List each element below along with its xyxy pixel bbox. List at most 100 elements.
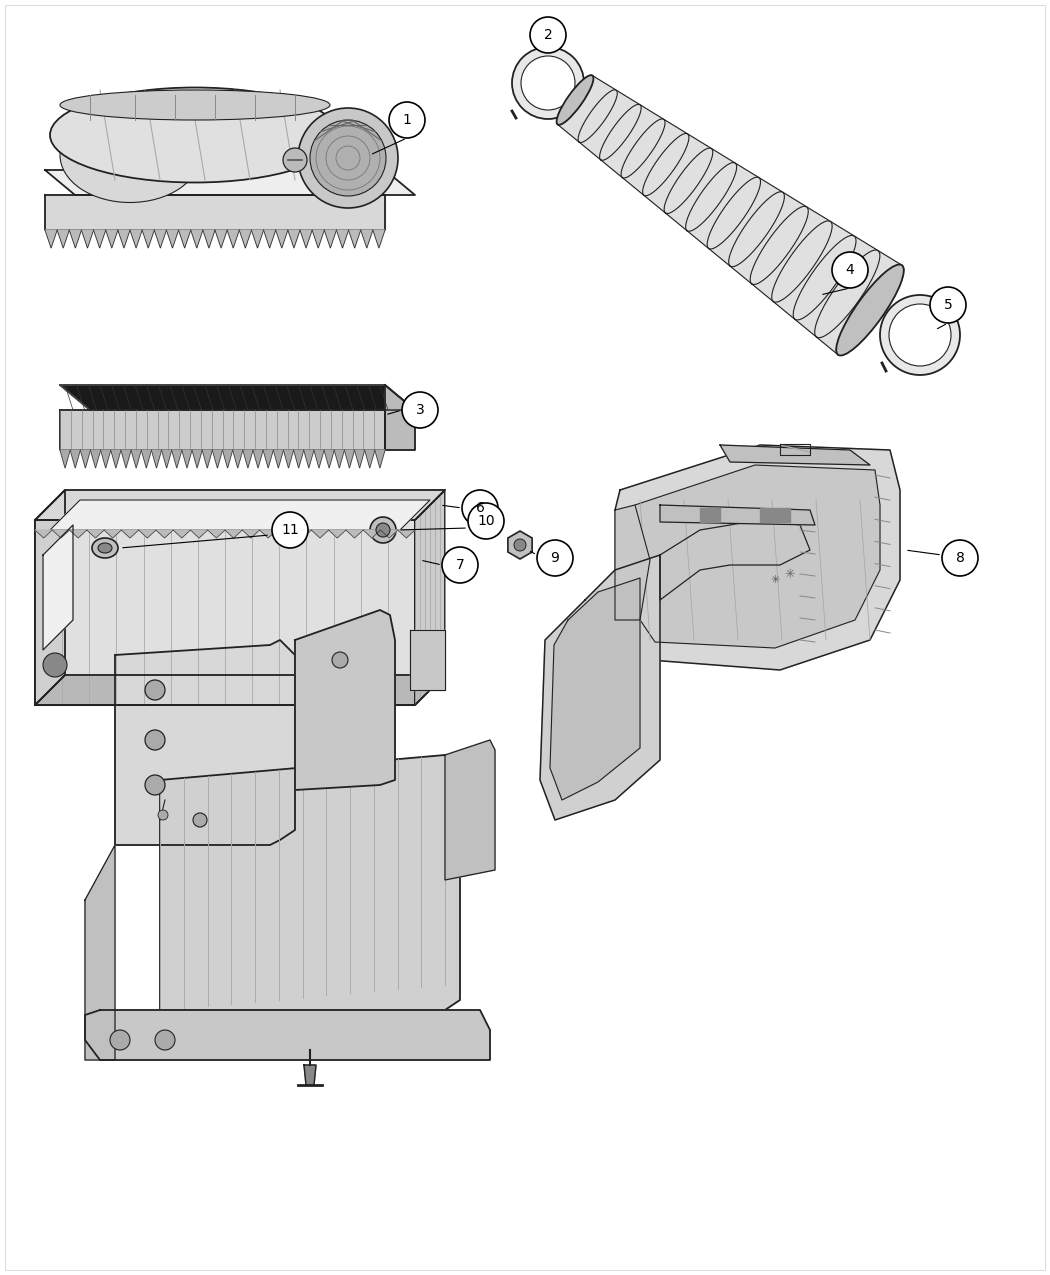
Polygon shape: [43, 525, 74, 650]
Polygon shape: [780, 445, 810, 453]
Polygon shape: [227, 230, 239, 249]
Polygon shape: [60, 450, 70, 468]
Circle shape: [537, 541, 573, 576]
Polygon shape: [203, 230, 215, 249]
Polygon shape: [90, 450, 101, 468]
Polygon shape: [264, 450, 273, 468]
Polygon shape: [324, 450, 334, 468]
Polygon shape: [284, 450, 294, 468]
Text: 11: 11: [281, 523, 299, 537]
Polygon shape: [35, 530, 52, 538]
Circle shape: [193, 813, 207, 827]
Polygon shape: [155, 530, 173, 538]
Polygon shape: [295, 609, 395, 790]
Polygon shape: [118, 230, 130, 249]
Polygon shape: [540, 555, 660, 820]
Polygon shape: [276, 230, 288, 249]
Polygon shape: [35, 520, 415, 705]
Polygon shape: [385, 385, 415, 450]
Polygon shape: [104, 530, 122, 538]
Polygon shape: [312, 230, 324, 249]
Text: 9: 9: [550, 551, 560, 565]
Polygon shape: [363, 530, 380, 538]
Polygon shape: [80, 450, 90, 468]
Text: 7: 7: [456, 558, 464, 572]
Polygon shape: [243, 530, 259, 538]
Circle shape: [272, 513, 308, 548]
Polygon shape: [225, 530, 243, 538]
Polygon shape: [615, 445, 900, 669]
Polygon shape: [660, 520, 810, 601]
Polygon shape: [364, 450, 375, 468]
Polygon shape: [85, 845, 116, 1060]
Ellipse shape: [92, 538, 118, 558]
Text: 1: 1: [402, 113, 412, 128]
Circle shape: [442, 547, 478, 583]
Polygon shape: [380, 530, 398, 538]
Circle shape: [310, 120, 386, 196]
Polygon shape: [191, 230, 203, 249]
Polygon shape: [273, 450, 284, 468]
Polygon shape: [69, 530, 87, 538]
Polygon shape: [35, 490, 65, 705]
Circle shape: [832, 252, 868, 288]
Circle shape: [145, 680, 165, 700]
Polygon shape: [259, 530, 277, 538]
Circle shape: [284, 148, 307, 172]
Text: 5: 5: [944, 298, 952, 312]
Polygon shape: [373, 230, 385, 249]
Polygon shape: [349, 230, 361, 249]
Polygon shape: [60, 411, 385, 450]
Text: ✳: ✳: [771, 575, 780, 585]
Polygon shape: [345, 530, 363, 538]
Ellipse shape: [50, 88, 340, 182]
Ellipse shape: [521, 56, 575, 110]
Polygon shape: [85, 1010, 490, 1060]
Polygon shape: [720, 445, 870, 465]
Polygon shape: [182, 450, 192, 468]
Polygon shape: [233, 450, 243, 468]
Ellipse shape: [60, 91, 330, 120]
Polygon shape: [60, 385, 415, 411]
Polygon shape: [223, 450, 233, 468]
Text: 6: 6: [476, 501, 484, 515]
Polygon shape: [415, 490, 445, 705]
Circle shape: [462, 490, 498, 527]
Polygon shape: [615, 505, 650, 620]
Ellipse shape: [60, 107, 200, 203]
Polygon shape: [558, 75, 902, 354]
Polygon shape: [329, 530, 345, 538]
Polygon shape: [660, 505, 815, 525]
Polygon shape: [300, 230, 312, 249]
Polygon shape: [82, 230, 93, 249]
Polygon shape: [324, 230, 336, 249]
Polygon shape: [304, 1065, 316, 1085]
Polygon shape: [93, 230, 106, 249]
Ellipse shape: [556, 75, 593, 125]
Polygon shape: [154, 230, 167, 249]
Polygon shape: [101, 450, 111, 468]
Polygon shape: [361, 230, 373, 249]
Polygon shape: [312, 530, 329, 538]
Polygon shape: [121, 450, 131, 468]
Polygon shape: [45, 230, 57, 249]
Polygon shape: [215, 230, 227, 249]
Polygon shape: [410, 630, 445, 690]
Polygon shape: [45, 195, 385, 230]
Polygon shape: [167, 230, 178, 249]
Polygon shape: [550, 578, 640, 799]
Polygon shape: [344, 450, 355, 468]
Polygon shape: [203, 450, 212, 468]
Polygon shape: [303, 450, 314, 468]
Polygon shape: [45, 170, 415, 195]
Ellipse shape: [836, 264, 904, 356]
Polygon shape: [122, 530, 139, 538]
Polygon shape: [160, 755, 460, 1010]
Circle shape: [930, 287, 966, 323]
Circle shape: [110, 1030, 130, 1051]
Circle shape: [145, 731, 165, 750]
Ellipse shape: [370, 516, 396, 543]
Circle shape: [155, 1030, 175, 1051]
Polygon shape: [239, 230, 251, 249]
Text: ✳: ✳: [784, 569, 795, 581]
